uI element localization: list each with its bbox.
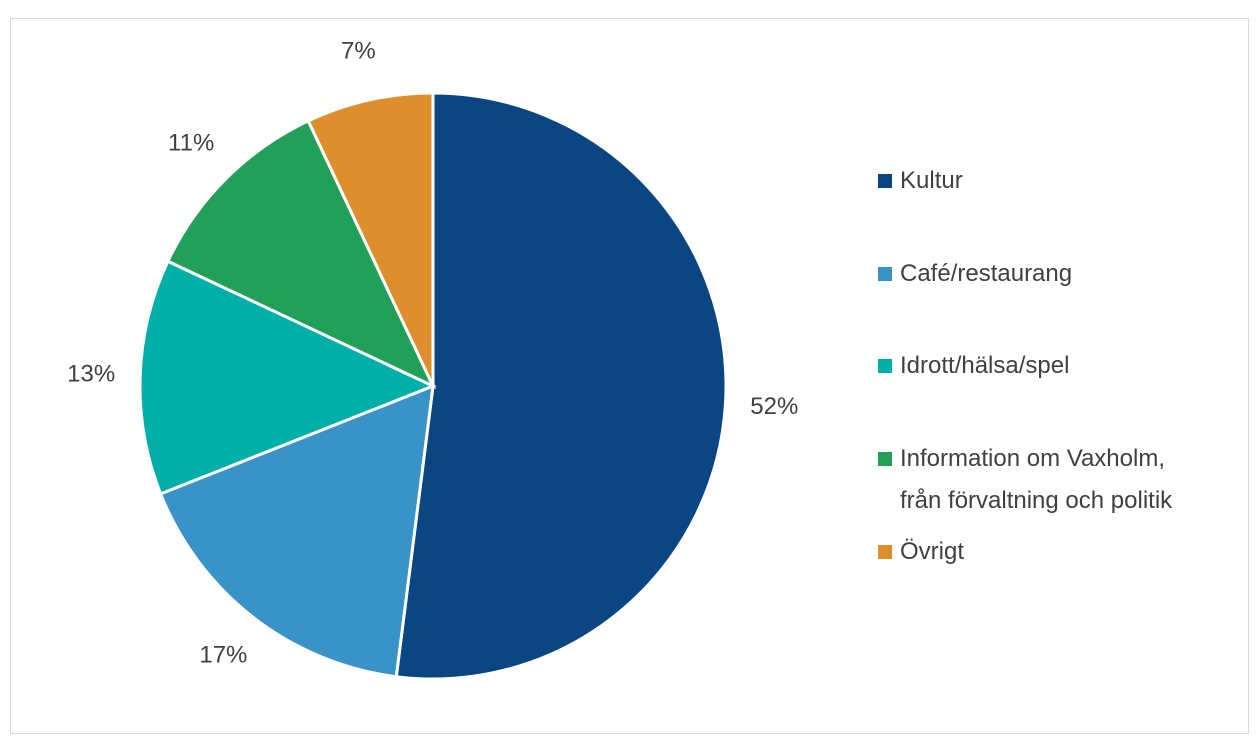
legend-label: Kultur [900, 167, 963, 194]
legend-label: Information om Vaxholm, från förvaltning… [900, 445, 1173, 514]
data-label: 17% [199, 642, 247, 669]
legend-label: Idrott/hälsa/spel [900, 352, 1070, 379]
data-label: 13% [67, 361, 115, 388]
pie-slice [165, 118, 437, 390]
data-label: 52% [750, 393, 798, 420]
pie-slice [306, 91, 435, 387]
legend-label: Övrigt [900, 538, 965, 565]
legend-item: Idrott/hälsa/spel [878, 345, 1238, 387]
legend-swatch [878, 174, 892, 188]
data-label: 11% [168, 130, 214, 157]
legend-item: Information om Vaxholm, från förvaltning… [878, 438, 1238, 522]
legend-item: Café/restaurang [878, 253, 1238, 295]
pie-slice [138, 259, 437, 496]
legend-swatch [878, 452, 892, 466]
legend-label: Café/restaurang [900, 260, 1073, 287]
legend-swatch [878, 545, 892, 559]
data-label: 7% [341, 38, 376, 65]
legend-item: Övrigt [878, 531, 1238, 573]
pie-slice [158, 383, 435, 679]
legend-item: Kultur [878, 160, 1238, 202]
pie-slice [394, 91, 728, 681]
legend-swatch [878, 359, 892, 373]
legend-swatch [878, 267, 892, 281]
